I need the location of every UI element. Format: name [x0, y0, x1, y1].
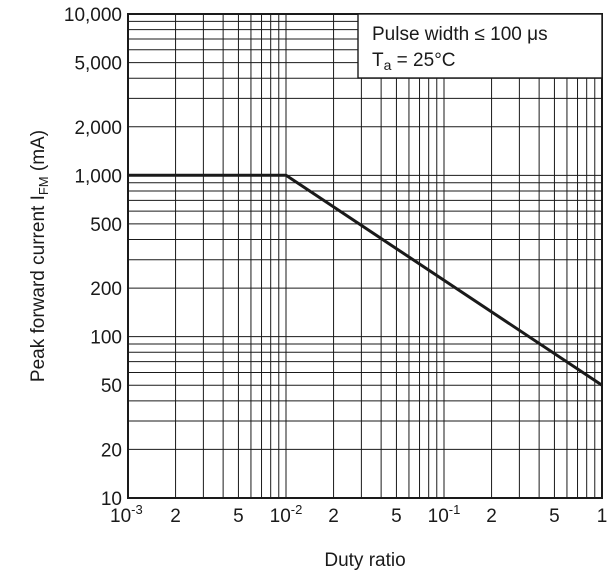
y-tick-label: 5,000: [74, 54, 122, 75]
annotation-temperature: Ta = 25°C: [372, 50, 456, 73]
series-layer: [128, 173, 603, 387]
y-tick-label: 100: [90, 328, 122, 349]
y-tick-label: 10: [101, 489, 122, 510]
x-tick-label: 10-3: [110, 502, 143, 527]
y-axis-title: Peak forward current IFM (mA): [28, 130, 51, 382]
x-tick-label: 10-2: [270, 502, 303, 527]
chart-legend-box: Pulse width ≤ 100 μs Ta = 25°C: [357, 13, 603, 79]
x-tick-label: 1: [597, 506, 608, 527]
y-tick-label: 50: [101, 376, 122, 397]
x-tick-label: 10-1: [428, 502, 461, 527]
x-tick-label: 5: [549, 506, 560, 527]
series-line: [128, 173, 603, 387]
annotation-pulse-width: Pulse width ≤ 100 μs: [372, 24, 548, 45]
y-tick-label: 2,000: [74, 118, 122, 139]
x-tick-label: 5: [233, 506, 244, 527]
y-axis-ticks: 10 20 50 100 200 500 1,000 2,000 5,000 10,000: [64, 5, 122, 510]
y-tick-label: 1,000: [74, 166, 122, 187]
y-tick-label: 200: [90, 279, 122, 300]
plot-frame: [127, 13, 603, 499]
x-axis-title: Duty ratio: [324, 550, 405, 571]
y-tick-label: 20: [101, 440, 122, 461]
x-tick-label: 5: [391, 506, 402, 527]
x-tick-label: 2: [486, 506, 497, 527]
x-tick-label: 2: [170, 506, 181, 527]
chart-grid: [128, 14, 602, 498]
y-tick-label: 10,000: [64, 5, 122, 26]
y-tick-label: 500: [90, 215, 122, 236]
x-axis-ticks: 10-3 2 5 10-2 2 5 10-1 2 5 1: [110, 502, 607, 527]
x-tick-label: 2: [328, 506, 339, 527]
legend-box-frame: [357, 13, 603, 79]
